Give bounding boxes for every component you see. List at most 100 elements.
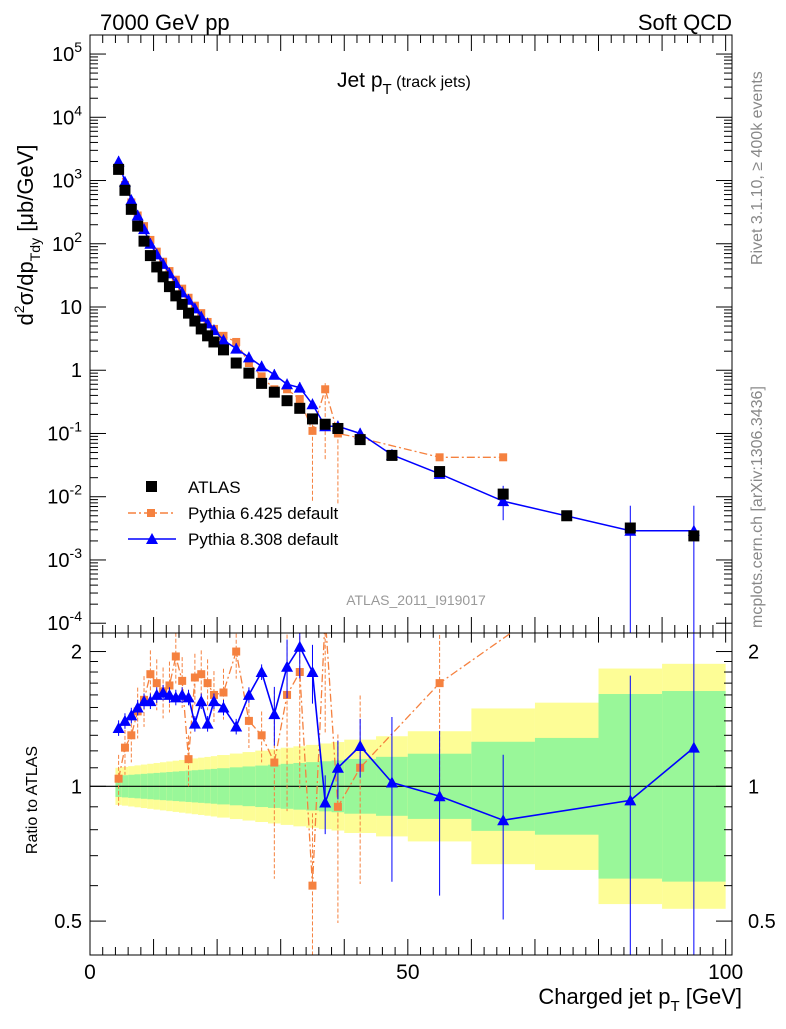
main-frame	[89, 34, 733, 634]
atlas-point	[497, 488, 509, 500]
pythia8-ratio-point	[433, 790, 446, 802]
pythia8-ratio-point	[125, 709, 138, 721]
pythia6-ratio-point	[178, 676, 187, 685]
legend-label-atlas: ATLAS	[188, 478, 241, 497]
ratio-plot-area	[112, 612, 700, 955]
main-ytick-label: 105	[52, 39, 82, 66]
mcplots-label: mcplots.cern.ch [arXiv:1306.3436]	[749, 386, 766, 628]
main-ylabel: d2σ/dpTdy [μb/GeV]	[11, 145, 43, 326]
atlas-point	[332, 422, 344, 434]
pythia8-line	[117, 161, 694, 532]
pythia8-ratio-point	[112, 721, 125, 733]
pythia8-ratio-point	[354, 740, 367, 752]
atlas-point	[202, 330, 214, 342]
atlas-point	[195, 323, 207, 335]
pythia6-point	[321, 385, 330, 394]
pythia6-point	[232, 337, 241, 346]
x-tick-label: 50	[396, 961, 419, 984]
atlas-point	[268, 386, 280, 398]
legend-label-pythia6: Pythia 6.425 default	[188, 504, 339, 523]
pythia8-point	[217, 334, 230, 346]
pythia6-ratio-point	[127, 731, 136, 740]
atlas-point	[281, 395, 293, 407]
pythia8-ratio-point	[207, 695, 220, 707]
rivet-label: Rivet 3.1.10, ≥ 400k events	[749, 71, 766, 265]
pythia8-point	[268, 368, 281, 380]
x-axis-label: Charged jet pT [GeV]	[538, 984, 742, 1015]
ratio-ytick-label-right: 2	[748, 642, 759, 664]
ratio-ytick-label-right: 1	[748, 776, 759, 798]
legend-marker-pythia8	[146, 533, 158, 544]
atlas-point	[163, 281, 175, 293]
pythia6-ratio-point	[184, 755, 193, 764]
pythia8-ratio-point	[176, 688, 189, 700]
atlas-point	[217, 344, 229, 356]
atlas-point	[138, 235, 150, 247]
pythia6-point	[499, 453, 508, 462]
atlas-point	[688, 530, 700, 542]
pythia8-ratio-point	[118, 714, 131, 726]
main-ytick-label: 10-4	[47, 608, 82, 635]
pythia8-ratio-point	[293, 640, 306, 652]
atlas-point	[157, 271, 169, 283]
header-right: Soft QCD	[638, 10, 732, 35]
legend-marker-pythia6	[147, 509, 155, 517]
pythia6-ratio-point	[321, 612, 329, 620]
ratio-ytick-label: 2	[71, 642, 82, 664]
pythia6-ratio-point	[333, 802, 342, 811]
atlas-point	[434, 466, 446, 478]
legend: ATLAS Pythia 6.425 default Pythia 8.308 …	[128, 478, 339, 549]
ratio-ytick-label: 0.5	[54, 911, 82, 933]
atlas-point	[125, 203, 137, 215]
atlas-point	[208, 336, 220, 348]
pythia8-point	[242, 351, 255, 363]
pythia8-ratio-point	[268, 708, 281, 720]
main-ytick-label: 10	[60, 297, 82, 319]
main-title: Jet pT (track jets)	[337, 69, 471, 98]
main-ytick-label: 10-1	[47, 418, 82, 445]
pythia8-ratio-point	[306, 666, 319, 678]
pythia6-ratio-point	[114, 774, 123, 783]
pythia6-ratio-point	[257, 731, 266, 740]
main-ytick-label: 10-3	[47, 545, 82, 572]
pythia6-ratio-point	[190, 673, 199, 682]
main-ytick-label: 102	[52, 229, 82, 256]
pythia6-point	[257, 372, 266, 381]
pythia6-ratio-point	[152, 679, 161, 688]
pythia6-point	[244, 359, 253, 368]
pythia8-ratio-point	[217, 701, 230, 713]
atlas-point	[113, 163, 125, 175]
pythia8-ratio-point	[188, 717, 201, 729]
main-ytick-label: 103	[52, 166, 82, 193]
pythia8-ratio-point	[157, 686, 170, 698]
pythia8-point	[293, 381, 306, 393]
pythia8-ratio-point	[131, 701, 144, 713]
atlas-point	[243, 367, 255, 379]
pythia6-ratio-point	[244, 716, 253, 725]
pythia6-ratio-point	[165, 681, 174, 690]
pythia8-ratio-point	[195, 695, 208, 707]
pythia6-point	[308, 426, 317, 435]
pythia6-ratio-point	[435, 679, 444, 688]
pythia8-point	[281, 378, 294, 390]
pythia8-point	[131, 209, 144, 221]
atlas-point	[132, 220, 144, 232]
pythia6-point	[435, 453, 444, 462]
pythia8-ratio-point	[319, 796, 332, 808]
pythia8-ratio-point	[230, 720, 243, 732]
pythia8-point	[255, 360, 268, 372]
atlas-point	[183, 307, 195, 319]
pythia8-ratio-point	[182, 691, 195, 703]
pythia6-point	[295, 395, 304, 404]
ratio-frame	[89, 632, 733, 956]
main-plot-area	[112, 155, 700, 633]
pythia8-ratio-point	[385, 776, 398, 788]
atlas-point	[386, 449, 398, 461]
x-tick-label: 0	[84, 961, 96, 984]
pythia6-ratio-point	[120, 743, 129, 752]
pythia8-point	[306, 398, 319, 410]
pythia8-ratio-point	[331, 761, 344, 773]
main-ytick-label: 104	[52, 102, 82, 129]
atlas-point	[230, 357, 242, 369]
